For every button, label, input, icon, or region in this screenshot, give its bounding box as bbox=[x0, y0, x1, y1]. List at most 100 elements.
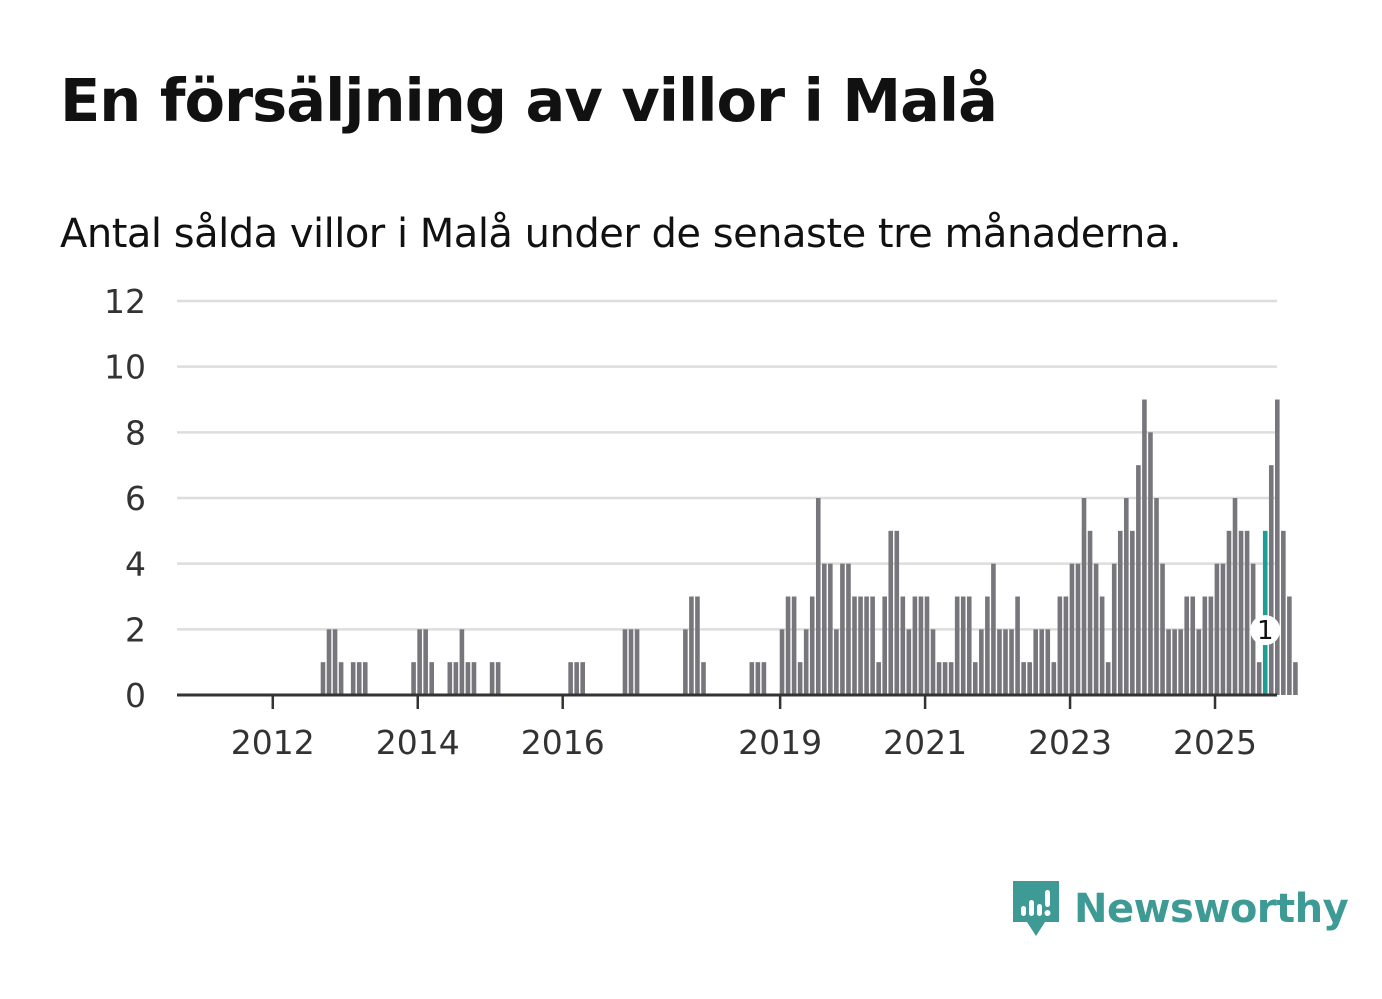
brand-name: Newsworthy bbox=[1074, 886, 1349, 932]
bar bbox=[1045, 629, 1051, 695]
bar bbox=[846, 563, 851, 695]
bar bbox=[1196, 629, 1202, 695]
bar bbox=[809, 596, 815, 695]
bar bbox=[417, 629, 422, 695]
bar bbox=[997, 629, 1002, 695]
bar bbox=[803, 629, 809, 695]
bar bbox=[785, 596, 791, 695]
bar bbox=[326, 629, 332, 695]
bar bbox=[489, 662, 495, 695]
bar bbox=[447, 662, 453, 695]
bar bbox=[1202, 596, 1208, 695]
bar bbox=[755, 662, 761, 695]
x-tick-label: 2021 bbox=[883, 723, 967, 762]
bar bbox=[761, 662, 767, 695]
newsworthy-logo[interactable]: Newsworthy bbox=[1010, 878, 1349, 940]
bar bbox=[1124, 498, 1129, 695]
bar bbox=[411, 662, 416, 695]
highlight-bar bbox=[1262, 530, 1268, 695]
bar bbox=[852, 596, 857, 695]
bar bbox=[1238, 530, 1244, 695]
bar bbox=[749, 662, 755, 695]
bar-chart: 0 2 4 6 8 10 12 2012 2014 2016 2019 2021 2023 2025 1 bbox=[104, 282, 1298, 762]
bar bbox=[979, 629, 984, 695]
bar bbox=[966, 596, 972, 695]
y-tick-label: 4 bbox=[125, 545, 146, 584]
y-tick-label: 2 bbox=[125, 610, 146, 649]
bar bbox=[495, 662, 501, 695]
bar bbox=[948, 662, 954, 695]
bar bbox=[973, 662, 978, 695]
bar bbox=[1087, 530, 1093, 695]
bar bbox=[1075, 563, 1081, 695]
bar bbox=[695, 596, 700, 695]
chart-subtitle: Antal sålda villor i Malå under de senas… bbox=[60, 211, 1182, 257]
bar bbox=[936, 662, 942, 695]
bar bbox=[1214, 563, 1220, 695]
bar bbox=[906, 629, 912, 695]
x-tick-label: 2023 bbox=[1028, 723, 1112, 762]
bar bbox=[1081, 498, 1087, 695]
bar bbox=[858, 596, 863, 695]
bar bbox=[683, 629, 688, 695]
bar bbox=[362, 662, 368, 695]
bar bbox=[1268, 465, 1274, 695]
newsworthy-logo-icon bbox=[1013, 881, 1059, 936]
bar bbox=[471, 662, 477, 695]
bar bbox=[779, 629, 785, 695]
bar bbox=[894, 530, 900, 695]
bar bbox=[876, 662, 881, 695]
bar bbox=[991, 563, 996, 695]
bar bbox=[1293, 662, 1298, 695]
bar bbox=[465, 662, 471, 695]
bar bbox=[1220, 563, 1226, 695]
bar bbox=[1015, 596, 1020, 695]
gridlines: 0 2 4 6 8 10 12 bbox=[104, 282, 1277, 715]
bar bbox=[1166, 629, 1171, 695]
bar bbox=[1160, 563, 1165, 695]
bar bbox=[1111, 563, 1117, 695]
bar bbox=[332, 629, 338, 695]
bar bbox=[828, 563, 833, 695]
bar bbox=[1226, 530, 1232, 695]
bar bbox=[338, 662, 344, 695]
bar bbox=[864, 596, 869, 695]
bar bbox=[882, 596, 887, 695]
bar bbox=[1275, 399, 1280, 695]
bar bbox=[954, 596, 960, 695]
bar bbox=[1009, 629, 1014, 695]
bar bbox=[1142, 399, 1147, 695]
bar bbox=[1154, 498, 1159, 695]
bar bbox=[1093, 563, 1099, 695]
y-tick-label: 10 bbox=[104, 348, 146, 387]
bar bbox=[453, 662, 459, 695]
labels: 1 bbox=[1250, 615, 1281, 646]
bar bbox=[1208, 596, 1214, 695]
bar bbox=[1244, 530, 1250, 695]
bar bbox=[912, 596, 918, 695]
bar bbox=[1190, 596, 1196, 695]
bar bbox=[1136, 465, 1141, 695]
bar bbox=[574, 662, 579, 695]
x-axis: 2012 2014 2016 2019 2021 2023 2025 bbox=[177, 693, 1277, 762]
bar bbox=[1172, 629, 1177, 695]
bar bbox=[924, 596, 930, 695]
bar bbox=[459, 629, 465, 695]
bar bbox=[1063, 596, 1069, 695]
bar bbox=[356, 662, 362, 695]
bar bbox=[834, 629, 839, 695]
y-tick-label: 0 bbox=[125, 676, 146, 715]
bar bbox=[1033, 629, 1038, 695]
bar bbox=[1178, 629, 1183, 695]
bar bbox=[1281, 530, 1286, 695]
bar bbox=[840, 563, 845, 695]
bar bbox=[822, 563, 827, 695]
bar bbox=[1027, 662, 1032, 695]
bar bbox=[900, 596, 906, 695]
bar bbox=[1232, 498, 1238, 695]
bars bbox=[320, 399, 1298, 695]
bar bbox=[1099, 596, 1105, 695]
bar bbox=[1105, 662, 1111, 695]
bar bbox=[815, 498, 821, 695]
bar bbox=[1057, 596, 1063, 695]
